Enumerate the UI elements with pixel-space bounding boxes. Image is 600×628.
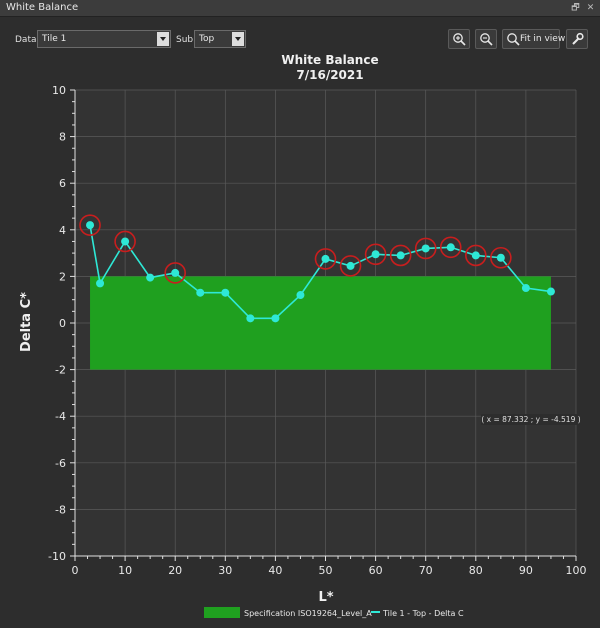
data-point [221,288,230,297]
x-tick-label: 80 [469,564,483,577]
zoom-in-button[interactable] [448,29,470,49]
data-point [121,237,130,246]
legend-band-label: Specification ISO19264_Level_A [244,609,372,618]
x-tick-label: 40 [268,564,282,577]
x-tick-label: 60 [369,564,383,577]
x-tick-label: 70 [419,564,433,577]
chevron-down-icon[interactable] [157,32,169,46]
chevron-down-icon[interactable] [232,32,244,46]
x-tick-label: 100 [566,564,587,577]
data-point [96,279,105,288]
out-of-spec-marker [464,244,487,267]
data-point [246,314,255,323]
x-tick-label: 50 [319,564,333,577]
x-tick-label: 20 [168,564,182,577]
series-line [89,225,552,320]
sub-select[interactable]: Top [194,30,246,48]
data-point [346,261,355,270]
y-tick-label: -4 [55,410,66,423]
fit-in-view-label: Fit in view [520,34,566,44]
zoom-out-icon [480,33,493,46]
y-tick-label: 4 [59,224,66,237]
y-tick-label: 2 [59,270,66,283]
x-axis-label: L* [318,590,333,605]
window-titlebar: White Balance 🗗 ✕ [0,0,600,17]
spec-band [90,276,551,370]
sub-select-value: Top [199,34,215,44]
out-of-spec-marker [364,243,387,266]
x-tick-label: 10 [118,564,132,577]
y-tick-label: 10 [52,84,66,97]
x-tick-label: 30 [218,564,232,577]
float-window-icon[interactable]: 🗗 [571,3,580,13]
out-of-spec-marker [314,248,337,270]
chart-subtitle: 7/16/2021 [296,68,363,82]
out-of-spec-marker [439,236,462,259]
y-tick-label: -6 [55,457,66,470]
zoom-out-button[interactable] [475,29,497,49]
data-point [271,314,280,323]
out-of-spec-marker [414,237,437,260]
data-select-value: Tile 1 [42,34,67,44]
zoom-in-icon [453,33,466,46]
settings-button[interactable] [566,29,588,49]
y-axis-label: Delta C* [19,292,34,352]
data-point [521,284,530,293]
data-point [296,291,305,300]
chart-title: White Balance [281,53,378,67]
close-window-icon[interactable]: ✕ [586,3,595,13]
fit-in-view-button[interactable]: Fit in view [502,29,565,49]
data-point [396,251,405,260]
data-point [446,243,455,252]
data-point [146,273,155,282]
search-icon [507,33,520,46]
data-point [171,268,180,277]
data-label: Data [15,35,37,45]
y-tick-label: -2 [55,364,66,377]
out-of-spec-marker [339,255,362,277]
white-balance-chart: White Balance 7/16/2021 -10 -8 -6 -4 -2 0 2 4 6 8… [19,53,587,618]
data-point [496,253,505,262]
data-point [196,288,205,297]
out-of-spec-marker [79,214,101,236]
out-of-spec-marker [114,230,136,253]
y-tick-label: -8 [55,503,66,516]
out-of-spec-marker [164,262,186,284]
data-point [371,250,380,259]
y-tick-label: 0 [59,317,66,330]
y-tick-label: 8 [59,131,66,144]
data-point [421,244,430,253]
y-tick-label: -10 [48,550,66,563]
out-of-spec-marker [490,246,512,269]
data-point [86,221,95,230]
cursor-readout: ( x = 87.332 ; y = -4.519 ) [481,414,581,425]
data-select[interactable]: Tile 1 [37,30,171,48]
data-point [471,251,480,260]
data-point [546,287,555,296]
x-tick-label: 0 [72,564,79,577]
window-title: White Balance [6,2,79,13]
y-tick-label: 6 [59,177,66,190]
data-point [321,254,330,263]
cursor-readout-text: ( x = 87.332 ; y = -4.519 ) [481,415,580,424]
out-of-spec-marker [389,244,412,267]
legend: Specification ISO19264_Level_A Tile 1 - … [204,607,464,618]
wrench-icon [572,32,584,45]
x-tick-label: 90 [519,564,533,577]
sub-label: Sub [176,35,194,45]
legend-band-swatch [204,607,240,618]
legend-series-label: Tile 1 - Top - Delta C [382,609,464,618]
